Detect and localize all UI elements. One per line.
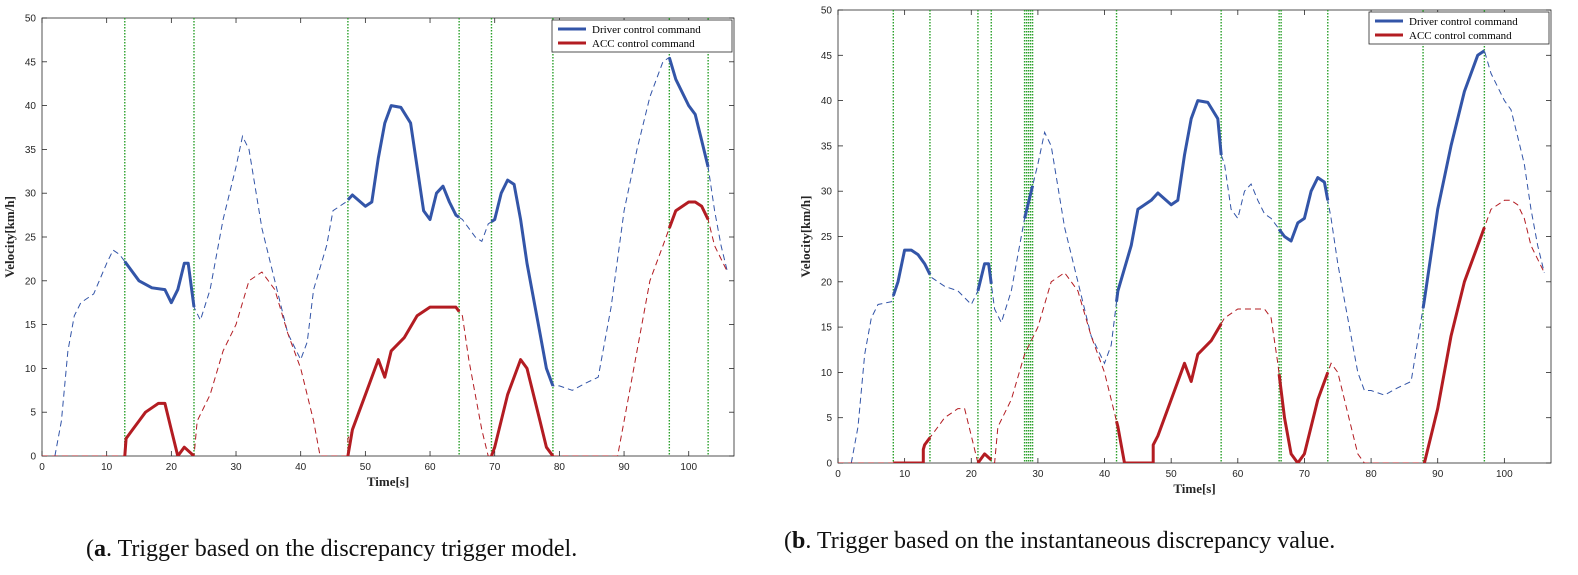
legend: Driver control command ACC control comman… bbox=[1368, 11, 1550, 45]
driver-solid-segment bbox=[667, 56, 710, 168]
y-tick-label: 40 bbox=[821, 96, 833, 107]
plot-area bbox=[837, 9, 1552, 464]
plot-series bbox=[838, 10, 1545, 463]
driver-solid-segment bbox=[346, 104, 460, 221]
y-tick-label: 10 bbox=[821, 368, 833, 379]
plot-series bbox=[42, 18, 728, 456]
x-tick-label: 60 bbox=[424, 462, 436, 473]
driver-solid-segment bbox=[1115, 99, 1223, 302]
x-tick-label: 0 bbox=[39, 462, 45, 473]
legend-label-driver: Driver control command bbox=[1409, 16, 1518, 28]
x-tick-label: 80 bbox=[554, 462, 566, 473]
driver-solid-segment bbox=[1023, 185, 1035, 219]
y-tick-label: 35 bbox=[25, 145, 37, 156]
y-tick-label: 10 bbox=[25, 364, 37, 375]
caption-b-text: . Trigger based on the instantaneous dis… bbox=[805, 528, 1336, 554]
legend-label-acc: ACC control command bbox=[1409, 30, 1512, 42]
x-tick-label: 100 bbox=[680, 462, 697, 473]
driver-dashed-line bbox=[54, 56, 728, 456]
acc-dashed-line bbox=[838, 199, 1545, 463]
y-tick-label: 20 bbox=[821, 277, 833, 288]
legend-label-driver: Driver control command bbox=[592, 24, 701, 36]
y-tick-label: 30 bbox=[25, 189, 37, 200]
y-tick-label: 5 bbox=[826, 413, 832, 424]
y-tick-label: 25 bbox=[25, 233, 37, 244]
driver-solid-segment bbox=[1277, 176, 1330, 243]
caption-b: (b. Trigger based on the instantaneous d… bbox=[784, 528, 1336, 554]
y-axis-label: Velocity[km/h] bbox=[798, 196, 813, 278]
x-tick-label: 30 bbox=[1032, 469, 1044, 480]
legend: Driver control command ACC control comman… bbox=[551, 19, 733, 53]
legend-box bbox=[551, 19, 733, 53]
driver-solid-segment bbox=[123, 260, 196, 308]
y-tick-label: 20 bbox=[25, 276, 37, 287]
y-tick-label: 0 bbox=[826, 459, 832, 470]
x-tick-label: 0 bbox=[835, 469, 841, 480]
x-tick-label: 80 bbox=[1366, 469, 1378, 480]
acc-solid-segment bbox=[1115, 322, 1223, 463]
acc-solid-segment bbox=[667, 200, 710, 229]
y-tick-label: 30 bbox=[821, 187, 833, 198]
plot-area bbox=[41, 17, 735, 457]
x-tick-label: 60 bbox=[1232, 469, 1244, 480]
y-tick-label: 40 bbox=[25, 101, 37, 112]
y-axis-label: Velocity[km/h] bbox=[2, 196, 17, 278]
driver-solid-segment bbox=[891, 248, 932, 297]
caption-a: (a. Trigger based on the discrepancy tri… bbox=[86, 536, 578, 562]
x-tick-label: 70 bbox=[489, 462, 501, 473]
x-tick-label: 40 bbox=[1099, 469, 1111, 480]
x-tick-label: 50 bbox=[1166, 469, 1178, 480]
x-tick-label: 90 bbox=[618, 462, 630, 473]
acc-solid-segment bbox=[976, 452, 993, 463]
y-tick-label: 45 bbox=[25, 57, 37, 68]
y-tick-label: 50 bbox=[25, 14, 37, 25]
legend-label-acc: ACC control command bbox=[592, 38, 695, 50]
x-tick-label: 30 bbox=[230, 462, 242, 473]
y-tick-label: 45 bbox=[821, 51, 833, 62]
y-tick-label: 0 bbox=[30, 452, 36, 463]
driver-solid-segment bbox=[1421, 49, 1486, 309]
acc-solid-segment bbox=[346, 305, 461, 456]
x-tick-label: 100 bbox=[1496, 469, 1513, 480]
acc-solid-segment bbox=[490, 358, 555, 456]
x-tick-label: 20 bbox=[166, 462, 178, 473]
x-tick-label: 10 bbox=[899, 469, 911, 480]
caption-a-text: . Trigger based on the discrepancy trigg… bbox=[106, 536, 578, 562]
x-axis-label: Time[s] bbox=[367, 474, 409, 489]
y-tick-label: 5 bbox=[30, 408, 36, 419]
legend-box bbox=[1368, 11, 1550, 45]
driver-solid-segment bbox=[976, 262, 993, 292]
x-tick-label: 40 bbox=[295, 462, 307, 473]
y-tick-label: 35 bbox=[821, 141, 833, 152]
y-tick-label: 50 bbox=[821, 6, 833, 17]
acc-solid-segment bbox=[1277, 371, 1330, 463]
x-tick-label: 50 bbox=[360, 462, 372, 473]
acc-solid-segment bbox=[893, 436, 932, 463]
y-tick-label: 25 bbox=[821, 232, 833, 243]
chart-b: 0 10 20 30 40 50 60 70 80 90 100 0 5 10 15 20 25 30 35 40 45… bbox=[798, 6, 1552, 496]
x-tick-label: 10 bbox=[101, 462, 113, 473]
acc-solid-segment bbox=[123, 401, 196, 456]
x-axis-label: Time[s] bbox=[1173, 481, 1215, 496]
y-tick-label: 15 bbox=[25, 320, 37, 331]
y-tick-label: 15 bbox=[821, 323, 833, 334]
chart-a: 0 10 20 30 40 50 60 70 80 90 100 0 5 10 15 20 25 30 35 40 45… bbox=[2, 14, 735, 489]
x-tick-label: 70 bbox=[1299, 469, 1311, 480]
x-tick-label: 90 bbox=[1432, 469, 1444, 480]
x-tick-label: 20 bbox=[966, 469, 978, 480]
caption-a-letter: a bbox=[94, 536, 106, 562]
driver-solid-segment bbox=[490, 178, 555, 387]
caption-b-letter: b bbox=[792, 528, 806, 554]
acc-solid-segment bbox=[1422, 226, 1486, 463]
